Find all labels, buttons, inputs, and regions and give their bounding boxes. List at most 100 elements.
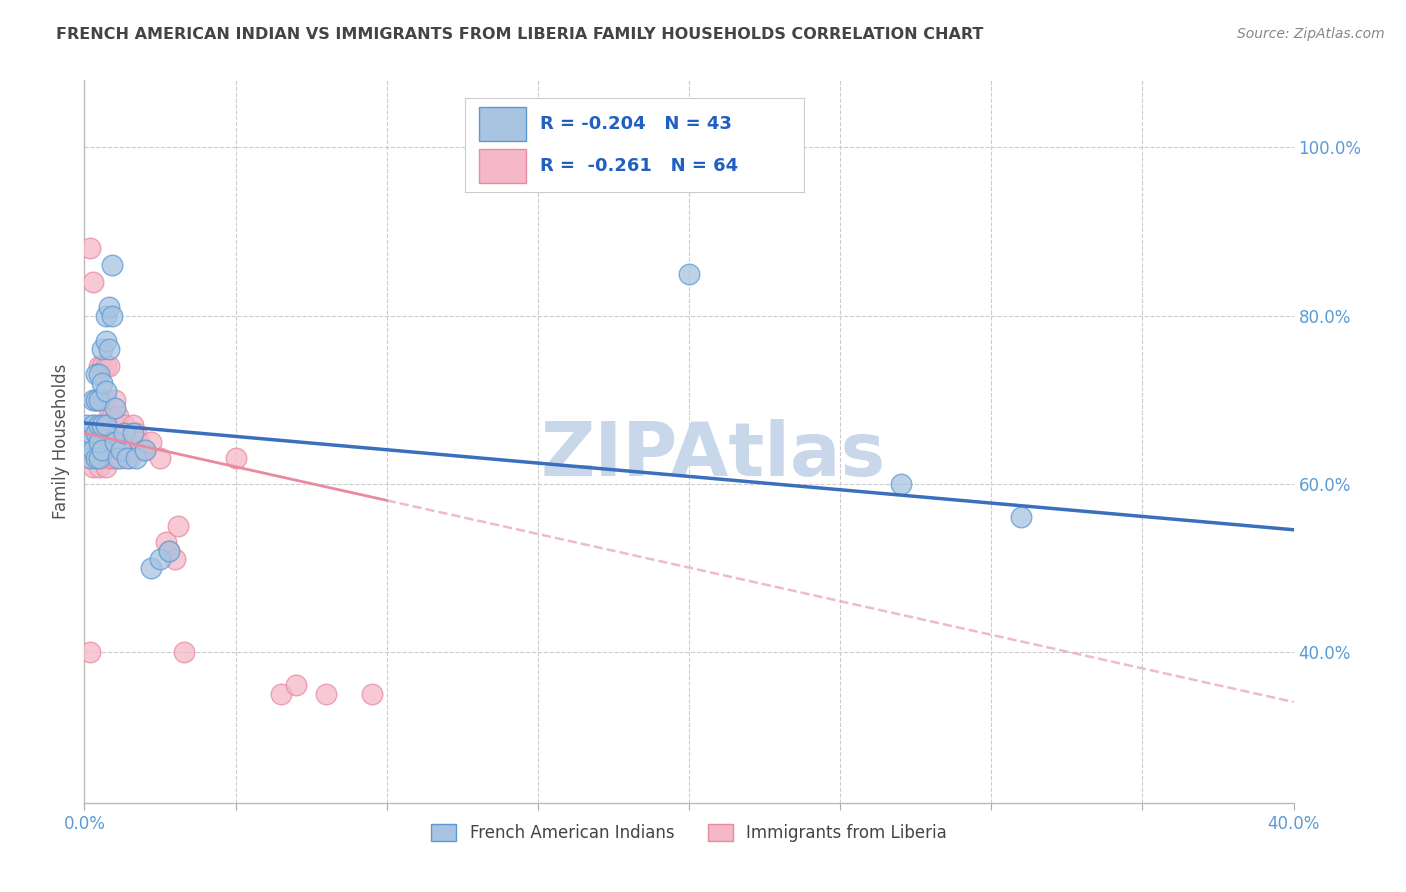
Point bbox=[128, 434, 150, 449]
Point bbox=[107, 442, 129, 457]
Point bbox=[89, 459, 111, 474]
Point bbox=[165, 552, 187, 566]
Point bbox=[97, 300, 120, 314]
Point bbox=[107, 409, 129, 424]
Point bbox=[94, 384, 117, 398]
Point bbox=[100, 434, 122, 449]
Point bbox=[149, 552, 172, 566]
Point bbox=[82, 392, 104, 407]
Point bbox=[100, 258, 122, 272]
Point bbox=[360, 687, 382, 701]
Point bbox=[149, 451, 172, 466]
Point bbox=[104, 434, 127, 449]
Point bbox=[94, 392, 117, 407]
Point bbox=[89, 359, 111, 373]
Point bbox=[91, 442, 114, 457]
Point bbox=[100, 309, 122, 323]
Point bbox=[89, 451, 111, 466]
Point bbox=[82, 434, 104, 449]
Point bbox=[97, 342, 120, 356]
Point bbox=[225, 451, 247, 466]
Point bbox=[91, 392, 114, 407]
Point bbox=[121, 426, 143, 441]
Point bbox=[91, 434, 114, 449]
Point bbox=[100, 409, 122, 424]
Point bbox=[134, 442, 156, 457]
Point bbox=[157, 543, 180, 558]
Point bbox=[82, 459, 104, 474]
Point bbox=[89, 392, 111, 407]
Point bbox=[104, 434, 127, 449]
Legend: French American Indians, Immigrants from Liberia: French American Indians, Immigrants from… bbox=[425, 817, 953, 848]
Point bbox=[97, 434, 120, 449]
Point bbox=[285, 678, 308, 692]
Point bbox=[315, 687, 337, 701]
Point bbox=[121, 434, 143, 449]
Point bbox=[104, 401, 127, 415]
Point bbox=[86, 451, 108, 466]
Point bbox=[82, 417, 104, 432]
Point bbox=[91, 417, 114, 432]
Point bbox=[890, 476, 912, 491]
Point bbox=[94, 459, 117, 474]
Text: FRENCH AMERICAN INDIAN VS IMMIGRANTS FROM LIBERIA FAMILY HOUSEHOLDS CORRELATION : FRENCH AMERICAN INDIAN VS IMMIGRANTS FRO… bbox=[56, 27, 984, 42]
Point bbox=[86, 426, 108, 441]
Point bbox=[91, 376, 114, 390]
Point bbox=[86, 451, 108, 466]
Point bbox=[91, 451, 114, 466]
Point bbox=[89, 392, 111, 407]
Point bbox=[76, 451, 98, 466]
Point bbox=[94, 417, 117, 432]
Point bbox=[94, 334, 117, 348]
Point bbox=[155, 535, 177, 549]
Point bbox=[100, 451, 122, 466]
Point bbox=[107, 451, 129, 466]
Point bbox=[76, 417, 98, 432]
Point bbox=[678, 267, 700, 281]
Point bbox=[112, 417, 135, 432]
Point bbox=[112, 426, 135, 441]
Point bbox=[110, 442, 132, 457]
Point bbox=[104, 417, 127, 432]
Point bbox=[115, 426, 138, 441]
Point bbox=[97, 409, 120, 424]
Point bbox=[125, 451, 148, 466]
Point bbox=[173, 644, 195, 658]
Point bbox=[82, 442, 104, 457]
Point bbox=[121, 417, 143, 432]
Point bbox=[76, 426, 98, 441]
Point bbox=[86, 426, 108, 441]
Point bbox=[91, 359, 114, 373]
Point bbox=[89, 368, 111, 382]
Point bbox=[79, 451, 101, 466]
Point bbox=[118, 451, 141, 466]
Point bbox=[91, 342, 114, 356]
Point bbox=[86, 368, 108, 382]
Point bbox=[167, 518, 190, 533]
Point bbox=[134, 442, 156, 457]
Point bbox=[125, 426, 148, 441]
Point bbox=[86, 392, 108, 407]
Point bbox=[94, 417, 117, 432]
Point bbox=[89, 417, 111, 432]
Point bbox=[79, 241, 101, 255]
Point bbox=[110, 434, 132, 449]
Point bbox=[89, 434, 111, 449]
Point bbox=[86, 392, 108, 407]
Point bbox=[104, 392, 127, 407]
Point bbox=[79, 442, 101, 457]
Text: ZIPAtlas: ZIPAtlas bbox=[540, 419, 886, 492]
Point bbox=[115, 451, 138, 466]
Point bbox=[79, 644, 101, 658]
Point bbox=[97, 451, 120, 466]
Point bbox=[82, 417, 104, 432]
Point bbox=[89, 417, 111, 432]
Point bbox=[79, 426, 101, 441]
Text: Source: ZipAtlas.com: Source: ZipAtlas.com bbox=[1237, 27, 1385, 41]
Y-axis label: Family Households: Family Households bbox=[52, 364, 70, 519]
Point bbox=[270, 687, 292, 701]
Point bbox=[110, 451, 132, 466]
Point bbox=[89, 434, 111, 449]
Point bbox=[76, 434, 98, 449]
Point bbox=[104, 451, 127, 466]
